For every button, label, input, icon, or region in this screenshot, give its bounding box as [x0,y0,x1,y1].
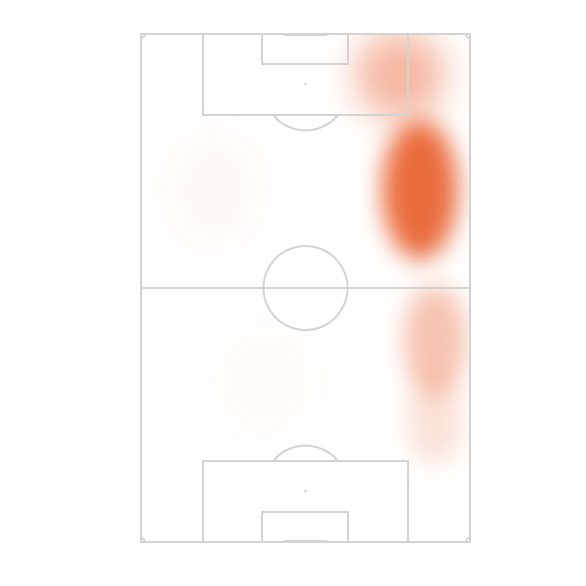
corner-arc-bottom-left [140,537,146,543]
heat-zone-lower-midfield [210,320,320,440]
heat-zone-upper-hotspot [382,120,458,260]
heat-zone-left-midfield [165,130,265,250]
bottom-penalty-arc [272,444,339,462]
centre-spot [304,287,307,289]
heat-zone-lower-half [403,285,467,395]
top-penalty-spot [304,82,307,86]
heat-zone-top-corner [355,34,445,120]
corner-arc-top-left [140,33,146,39]
top-penalty-arc [272,114,339,132]
bottom-penalty-spot [304,489,307,493]
corner-arc-top-right [465,33,471,39]
corner-arc-bottom-right [465,537,471,543]
centre-circle [262,245,349,331]
heatmap-layer [165,34,467,465]
heat-zone-lower-tail [407,375,463,465]
pitch-spots [304,82,307,493]
